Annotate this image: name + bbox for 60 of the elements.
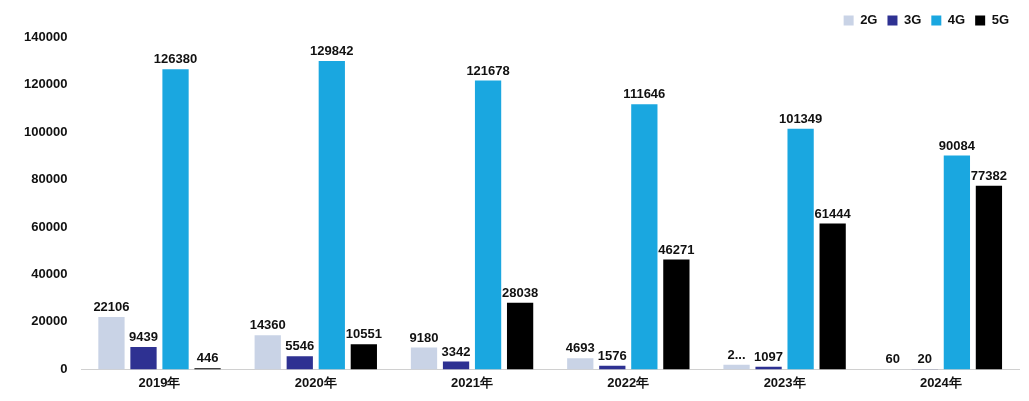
bar <box>286 356 313 370</box>
data-label: 20 <box>917 351 933 367</box>
bar <box>567 358 594 370</box>
y-tick-label: 20000 <box>31 313 68 329</box>
data-label: 9439 <box>129 329 158 345</box>
x-tick-label: 2022年 <box>607 374 650 390</box>
data-label: 129842 <box>310 43 354 59</box>
data-label: 61444 <box>814 205 852 221</box>
bar <box>350 344 377 370</box>
bar <box>819 223 846 370</box>
data-label: 28038 <box>502 284 539 300</box>
bar <box>943 155 971 370</box>
data-label: 60 <box>885 351 901 367</box>
bar <box>787 128 814 370</box>
bar <box>631 104 658 370</box>
data-label: 90084 <box>938 137 976 153</box>
x-tick-label: 2023年 <box>763 374 806 390</box>
data-label: 121678 <box>466 62 510 78</box>
bar <box>254 335 281 370</box>
data-label: 3342 <box>441 343 471 359</box>
bar <box>130 346 157 370</box>
bar <box>162 69 189 370</box>
bar <box>410 347 438 370</box>
data-label: 4693 <box>565 340 595 356</box>
data-label: 1576 <box>597 347 627 363</box>
data-label: 111646 <box>623 86 666 102</box>
data-label: 10551 <box>345 326 382 342</box>
bar <box>663 259 690 370</box>
y-tick-label: 60000 <box>31 218 68 234</box>
data-label: 9180 <box>409 329 439 345</box>
data-label: 101349 <box>778 110 823 126</box>
x-tick-label: 2019年 <box>138 374 181 390</box>
data-label: 22106 <box>93 298 130 314</box>
data-label: 14360 <box>249 317 286 333</box>
data-label: 126380 <box>153 51 198 67</box>
y-tick-label: 140000 <box>23 28 68 44</box>
data-label: 1097 <box>754 348 784 364</box>
bar <box>318 61 345 370</box>
bar <box>975 185 1003 370</box>
y-tick-label: 40000 <box>31 266 68 282</box>
bar <box>474 80 502 370</box>
y-tick-label: 80000 <box>31 171 68 187</box>
legend-label: 3G <box>903 12 922 28</box>
legend-label: 2G <box>860 12 878 28</box>
y-tick-label: 120000 <box>23 76 68 92</box>
data-label: 77382 <box>970 167 1007 183</box>
legend-label: 5G <box>991 12 1009 28</box>
data-label: 5546 <box>285 338 315 354</box>
legend-label: 4G <box>947 12 966 28</box>
bar <box>506 302 534 370</box>
x-tick-label: 2021年 <box>451 374 494 390</box>
y-tick-label: 100000 <box>23 123 68 139</box>
x-tick-label: 2020年 <box>294 374 337 390</box>
x-tick-label: 2024年 <box>919 374 962 390</box>
bar <box>98 316 125 370</box>
y-tick-label: 0 <box>60 360 68 376</box>
bar <box>442 361 470 370</box>
data-label: 2... <box>727 346 746 362</box>
data-label: 446 <box>196 350 219 366</box>
data-label: 46271 <box>658 241 695 257</box>
